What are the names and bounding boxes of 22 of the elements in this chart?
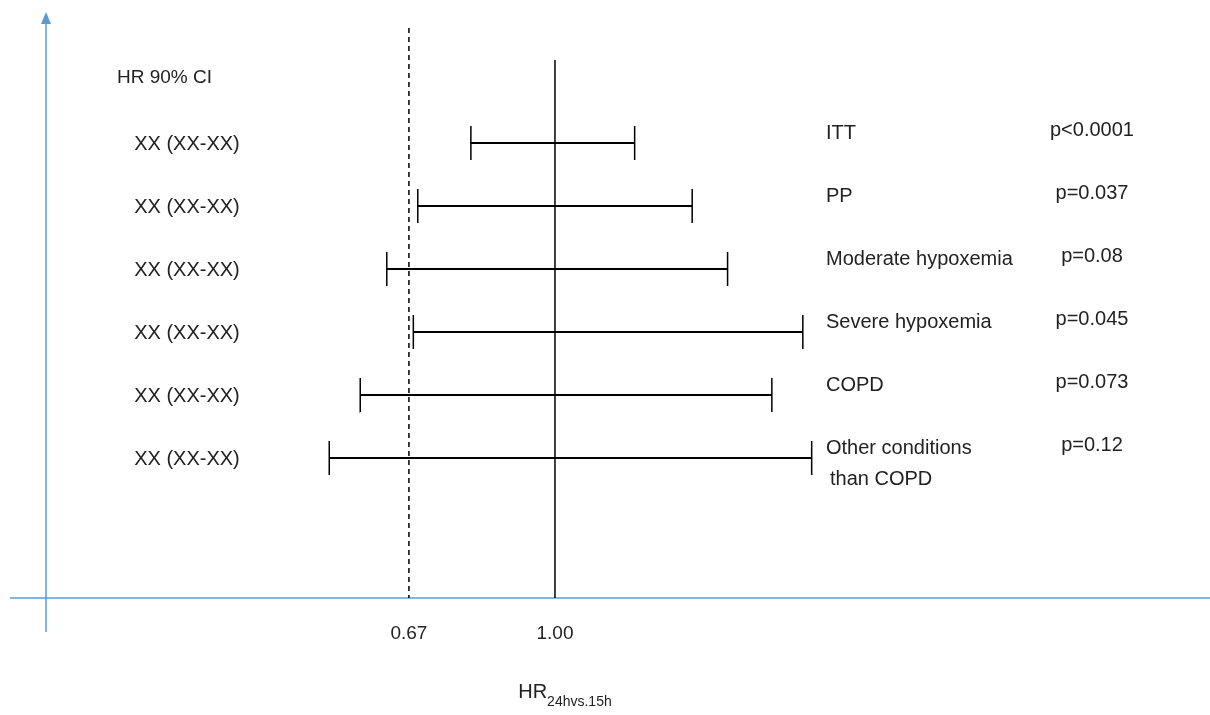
text: HR 90% CI xyxy=(117,66,213,87)
y-tick-label: ITT xyxy=(826,121,856,143)
annotation: p=0.037 xyxy=(1055,181,1129,203)
y-tick-label: Moderate hypoxemia xyxy=(826,247,1014,269)
data-label: XX (XX-XX) xyxy=(134,321,240,343)
annotation: p=0.12 xyxy=(1061,433,1123,455)
data-label: XX (XX-XX) xyxy=(134,195,240,217)
x-tick-label: 0.67 xyxy=(390,622,428,643)
y-tick-label: Severe hypoxemia xyxy=(826,310,993,332)
annotation: p=0.073 xyxy=(1055,370,1129,392)
annotation: p<0.0001 xyxy=(1050,118,1134,140)
data-label: XX (XX-XX) xyxy=(134,384,240,406)
annotation: p=0.045 xyxy=(1055,307,1129,329)
x-axis-title: HR$_{24hvs.15h}$ xyxy=(518,680,612,709)
y-tick-label: COPD xyxy=(826,373,884,395)
data-label: XX (XX-XX) xyxy=(134,258,240,280)
data-label: XX (XX-XX) xyxy=(134,447,240,469)
annotation: p=0.08 xyxy=(1061,244,1123,266)
data-label: XX (XX-XX) xyxy=(134,132,240,154)
y-tick-label: PP xyxy=(826,184,853,206)
y-tick-label: Other conditions than COPD xyxy=(826,436,972,489)
x-tick-label: 1.00 xyxy=(536,622,574,643)
